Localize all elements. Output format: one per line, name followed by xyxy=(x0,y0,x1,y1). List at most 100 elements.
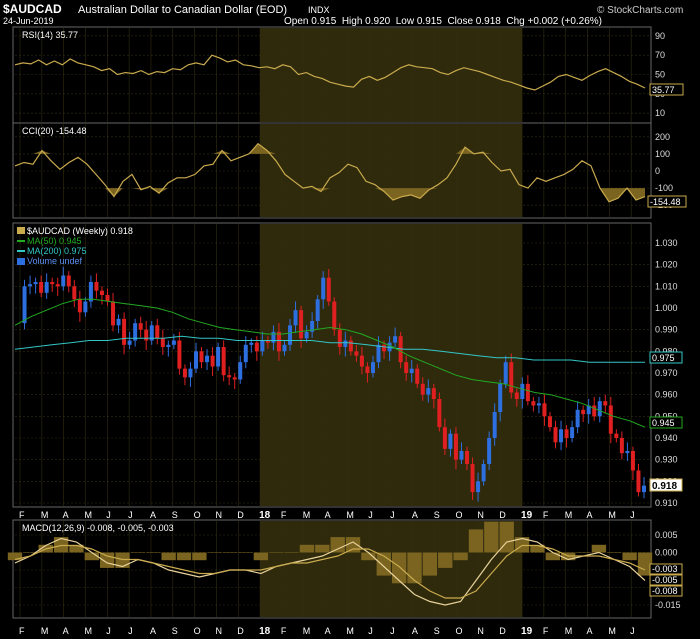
tick-cci-ticks-0: 0 xyxy=(655,166,660,176)
tick-price-ticks-1.020: 1.020 xyxy=(655,260,678,270)
macd-hist-bar xyxy=(407,552,422,584)
time-label-F: F xyxy=(543,510,549,520)
macd-hist-bar xyxy=(207,552,222,553)
legend-swatch-price xyxy=(17,227,25,234)
candle-body xyxy=(409,368,414,373)
time-label-F: F xyxy=(19,510,25,520)
candle-body xyxy=(525,383,530,402)
macd-hist-bar xyxy=(484,521,499,553)
candle-body xyxy=(514,392,519,399)
candle-body xyxy=(260,340,265,352)
ma200-value-tag xyxy=(649,351,683,364)
ma200-value-tag-text: 0.975 xyxy=(652,353,675,363)
candle-body xyxy=(271,331,276,343)
macd-hist-bar xyxy=(53,537,69,553)
candle-body xyxy=(465,451,470,464)
candle-body xyxy=(321,277,326,300)
candle-body xyxy=(503,362,508,384)
candle-body xyxy=(299,310,304,339)
time-label-J: J xyxy=(128,510,133,520)
candle-body xyxy=(498,383,503,412)
candle-body xyxy=(492,412,497,438)
candle-body xyxy=(608,405,613,434)
rsi-line xyxy=(14,54,646,91)
macd-signal-line xyxy=(14,544,646,599)
candle-body xyxy=(359,355,364,367)
cci-panel-frame xyxy=(12,122,652,219)
candle-body xyxy=(476,481,481,493)
time-label-N: N xyxy=(477,510,484,520)
macd-hist-bar xyxy=(422,552,438,576)
candle-body xyxy=(619,438,624,454)
candle-body xyxy=(531,401,536,406)
candle-body xyxy=(343,340,348,347)
candle-body xyxy=(597,401,602,417)
time-label-M: M xyxy=(41,510,49,520)
time-label-N: N xyxy=(215,510,222,520)
candle-body xyxy=(39,282,44,293)
candle-body xyxy=(420,383,425,395)
tick-price-ticks-0.950: 0.950 xyxy=(655,411,678,421)
candle-body xyxy=(404,362,409,373)
tick-macd-ticks--0.015: -0.015 xyxy=(655,600,681,610)
candle-body xyxy=(238,362,243,380)
time-label-19: 19 xyxy=(521,626,533,637)
candle-body xyxy=(636,470,641,493)
time-label-A: A xyxy=(63,626,69,636)
candle-body xyxy=(254,342,259,352)
ma200-line xyxy=(14,335,645,363)
legend-ma200: MA(200) 0.975 xyxy=(27,246,87,256)
macd-hist-bar xyxy=(361,552,376,561)
macd-hist-bar xyxy=(115,552,130,568)
time-label-M: M xyxy=(346,510,354,520)
candle-body xyxy=(470,464,475,493)
candle-body xyxy=(66,275,71,287)
candle-body xyxy=(28,284,33,287)
macd-hist-bar xyxy=(468,529,484,553)
time-label-M: M xyxy=(608,510,616,520)
time-label-S: S xyxy=(434,510,440,520)
ma50-line xyxy=(14,298,646,428)
tick-cci-ticks-100: 100 xyxy=(655,149,670,159)
candle-body xyxy=(547,416,552,428)
macd-line xyxy=(14,537,646,606)
time-label-O: O xyxy=(194,510,201,520)
time-label-S: S xyxy=(172,510,178,520)
tick-price-ticks-0.940: 0.940 xyxy=(655,433,678,443)
macd-hist-bar xyxy=(284,552,299,553)
macd-hist-bar xyxy=(545,552,560,561)
candle-body xyxy=(265,340,270,343)
cci-value-tag xyxy=(647,195,687,208)
candle-body xyxy=(536,403,541,406)
time-label-J: J xyxy=(368,626,373,636)
ma50-value-tag-text: 0.945 xyxy=(652,418,675,428)
time-label-J: J xyxy=(106,510,111,520)
candle-body xyxy=(415,368,420,384)
candle-body xyxy=(365,366,370,373)
rsi-value-tag-text: 35.77 xyxy=(652,85,675,95)
candle-body xyxy=(542,403,547,417)
time-label-O: O xyxy=(194,626,201,636)
macd-hist-bar xyxy=(453,552,468,561)
macd-hist-bar xyxy=(69,544,84,553)
tick-price-ticks-0.970: 0.970 xyxy=(655,368,678,378)
candle-body xyxy=(581,409,586,415)
candle-body xyxy=(105,295,110,302)
candle-body xyxy=(310,321,315,332)
candle-body xyxy=(227,375,232,378)
tick-rsi-ticks-70: 70 xyxy=(655,50,665,60)
macd-hist-bar xyxy=(438,552,453,568)
macd-hist-bar xyxy=(84,552,100,561)
time-label-O: O xyxy=(456,510,463,520)
time-label-M: M xyxy=(303,510,311,520)
time-label-D: D xyxy=(237,626,244,636)
candle-body xyxy=(586,405,591,415)
copyright-label: © StockCharts.com xyxy=(597,5,683,16)
candle-body xyxy=(94,282,99,291)
cci-line xyxy=(14,142,646,203)
rsi-value-tag xyxy=(649,83,684,96)
macd-hist-bar xyxy=(622,552,637,561)
time-label-M: M xyxy=(565,626,573,636)
time-label-J: J xyxy=(630,626,635,636)
